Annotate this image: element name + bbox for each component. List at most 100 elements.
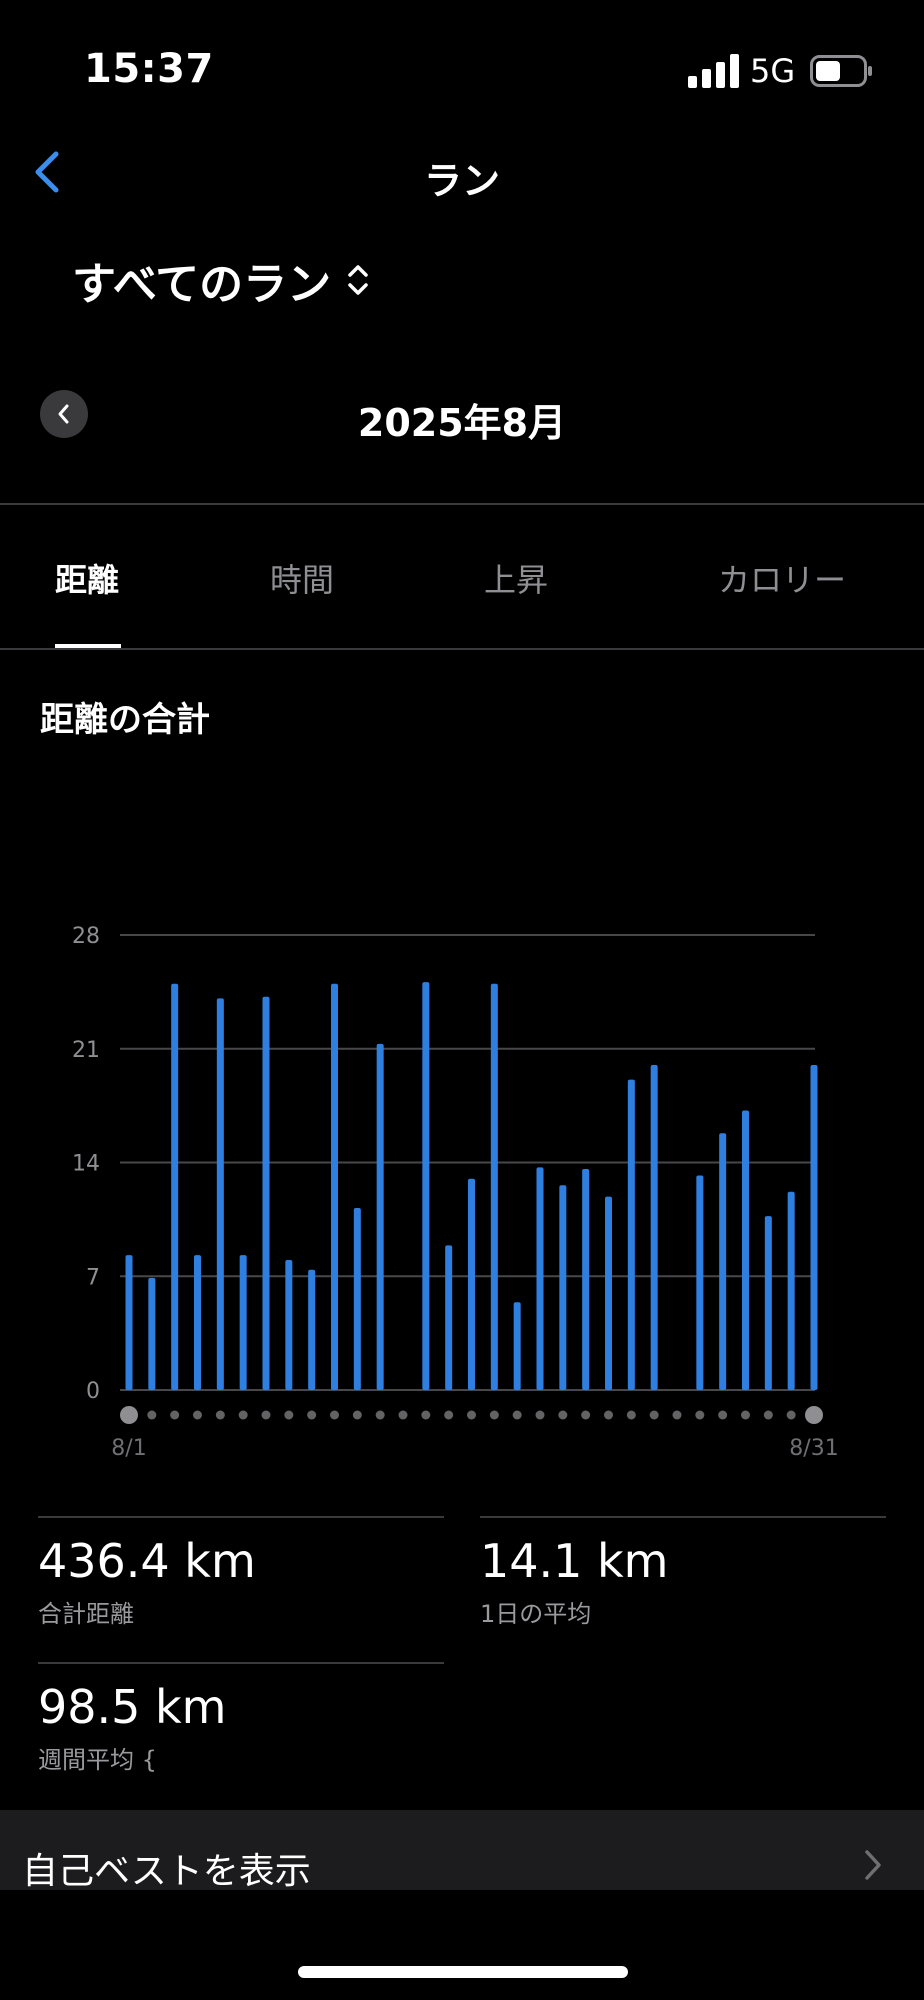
distance-bar-chart: 0 7 14 21 28 8/1 8/31 bbox=[72, 924, 839, 1460]
divider bbox=[38, 1662, 444, 1664]
y-tick-label: 28 bbox=[72, 924, 100, 949]
day-dot-6[interactable] bbox=[238, 1410, 248, 1420]
bar-day-10[interactable] bbox=[331, 983, 338, 1390]
divider bbox=[0, 648, 924, 650]
day-dot-11[interactable] bbox=[352, 1410, 362, 1420]
day-dot-3[interactable] bbox=[170, 1410, 180, 1420]
day-dot-21[interactable] bbox=[581, 1410, 591, 1420]
day-dot-26[interactable] bbox=[695, 1410, 705, 1420]
day-dot-27[interactable] bbox=[718, 1410, 728, 1420]
bar-day-21[interactable] bbox=[582, 1169, 590, 1390]
up-down-chevron-icon bbox=[348, 265, 368, 295]
bar-day-27[interactable] bbox=[719, 1133, 727, 1390]
total-distance-value: 436.4 km bbox=[38, 1534, 256, 1588]
bar-day-18[interactable] bbox=[513, 1302, 521, 1390]
back-chevron-icon[interactable] bbox=[28, 148, 68, 196]
section-title: 距離の合計 bbox=[40, 700, 210, 740]
day-dot-24[interactable] bbox=[649, 1410, 659, 1420]
bar-day-15[interactable] bbox=[445, 1245, 453, 1390]
bar-day-5[interactable] bbox=[216, 998, 224, 1390]
day-dot-5[interactable] bbox=[215, 1410, 225, 1420]
activity-filter-dropdown[interactable]: すべてのラン bbox=[72, 248, 371, 312]
bar-day-1[interactable] bbox=[125, 1255, 133, 1390]
day-dot-23[interactable] bbox=[626, 1410, 636, 1420]
day-dot-30[interactable] bbox=[786, 1410, 796, 1420]
day-dot-4[interactable] bbox=[193, 1410, 202, 1420]
day-dot-28[interactable] bbox=[741, 1410, 750, 1420]
chevron-left-icon bbox=[58, 404, 69, 424]
period-label: 2025年8月 bbox=[357, 401, 567, 445]
bar-day-30[interactable] bbox=[787, 1191, 795, 1390]
bar-day-29[interactable] bbox=[764, 1216, 772, 1390]
bar-day-7[interactable] bbox=[262, 996, 270, 1390]
active-tab-indicator bbox=[55, 644, 121, 648]
day-dot-1[interactable] bbox=[120, 1406, 138, 1424]
bar-day-3[interactable] bbox=[171, 983, 179, 1390]
tab-distance[interactable]: 距離 bbox=[55, 561, 120, 599]
bar-day-31[interactable] bbox=[810, 1065, 818, 1390]
day-dot-10[interactable] bbox=[330, 1410, 339, 1420]
personal-best-label: 自己ベストを表示 bbox=[22, 1851, 311, 1892]
y-tick-label: 0 bbox=[86, 1379, 100, 1404]
day-dot-12[interactable] bbox=[375, 1410, 385, 1420]
day-dot-29[interactable] bbox=[763, 1410, 773, 1420]
bar-day-8[interactable] bbox=[285, 1260, 293, 1390]
y-tick-label: 14 bbox=[72, 1152, 100, 1177]
bar-day-26[interactable] bbox=[696, 1175, 704, 1391]
x-end-label: 8/31 bbox=[789, 1436, 838, 1460]
day-dot-17[interactable] bbox=[489, 1410, 499, 1420]
day-dot-31[interactable] bbox=[805, 1406, 823, 1424]
cellular-signal-icon bbox=[688, 54, 739, 88]
page-title: ラン bbox=[423, 159, 500, 203]
weekly-average-value: 98.5 km bbox=[38, 1680, 227, 1734]
activity-filter-label: すべてのラン bbox=[72, 259, 332, 310]
divider bbox=[38, 1516, 444, 1518]
day-dot-14[interactable] bbox=[421, 1410, 431, 1420]
day-dot-2[interactable] bbox=[147, 1410, 157, 1420]
day-dot-19[interactable] bbox=[535, 1410, 545, 1420]
network-type: 5G bbox=[750, 52, 796, 90]
bar-day-24[interactable] bbox=[650, 1065, 658, 1390]
tab-elevation[interactable]: 上昇 bbox=[484, 561, 549, 599]
bar-day-6[interactable] bbox=[239, 1255, 247, 1390]
divider bbox=[480, 1516, 886, 1518]
day-dot-16[interactable] bbox=[467, 1410, 476, 1420]
day-dot-20[interactable] bbox=[558, 1410, 568, 1420]
day-dot-13[interactable] bbox=[398, 1410, 408, 1420]
day-dot-9[interactable] bbox=[307, 1410, 317, 1420]
day-dot-22[interactable] bbox=[604, 1410, 613, 1420]
previous-month-button[interactable] bbox=[40, 390, 88, 438]
daily-average-label: 1日の平均 bbox=[480, 1600, 592, 1628]
y-tick-label: 7 bbox=[86, 1265, 100, 1290]
bar-day-23[interactable] bbox=[627, 1079, 635, 1390]
day-dot-8[interactable] bbox=[284, 1410, 294, 1420]
bar-day-19[interactable] bbox=[536, 1167, 544, 1390]
divider bbox=[0, 503, 924, 505]
y-tick-label: 21 bbox=[72, 1038, 100, 1063]
bar-day-16[interactable] bbox=[468, 1178, 475, 1390]
home-indicator[interactable] bbox=[298, 1966, 628, 1978]
total-distance-label: 合計距離 bbox=[38, 1600, 134, 1628]
bar-day-4[interactable] bbox=[194, 1255, 201, 1390]
bar-day-2[interactable] bbox=[148, 1277, 156, 1390]
chevron-right-icon bbox=[865, 1850, 881, 1880]
bar-day-12[interactable] bbox=[376, 1043, 384, 1390]
bar-day-20[interactable] bbox=[559, 1185, 567, 1390]
bar-day-9[interactable] bbox=[308, 1269, 316, 1390]
tab-time[interactable]: 時間 bbox=[270, 561, 335, 599]
bar-day-22[interactable] bbox=[605, 1196, 612, 1390]
bar-day-28[interactable] bbox=[742, 1110, 749, 1391]
day-dot-15[interactable] bbox=[444, 1410, 454, 1420]
bar-day-14[interactable] bbox=[422, 982, 430, 1390]
bar-day-11[interactable] bbox=[353, 1208, 361, 1390]
day-dot-18[interactable] bbox=[512, 1410, 522, 1420]
x-start-label: 8/1 bbox=[111, 1436, 146, 1460]
battery-icon bbox=[810, 55, 872, 87]
bar-day-17[interactable] bbox=[490, 983, 498, 1390]
personal-best-row[interactable] bbox=[0, 1810, 924, 1890]
status-time: 15:37 bbox=[84, 46, 214, 92]
tab-calories[interactable]: カロリー bbox=[718, 561, 847, 599]
day-dot-7[interactable] bbox=[261, 1410, 271, 1420]
day-dot-25[interactable] bbox=[672, 1410, 682, 1420]
weekly-average-label: 週間平均 { bbox=[38, 1746, 157, 1774]
